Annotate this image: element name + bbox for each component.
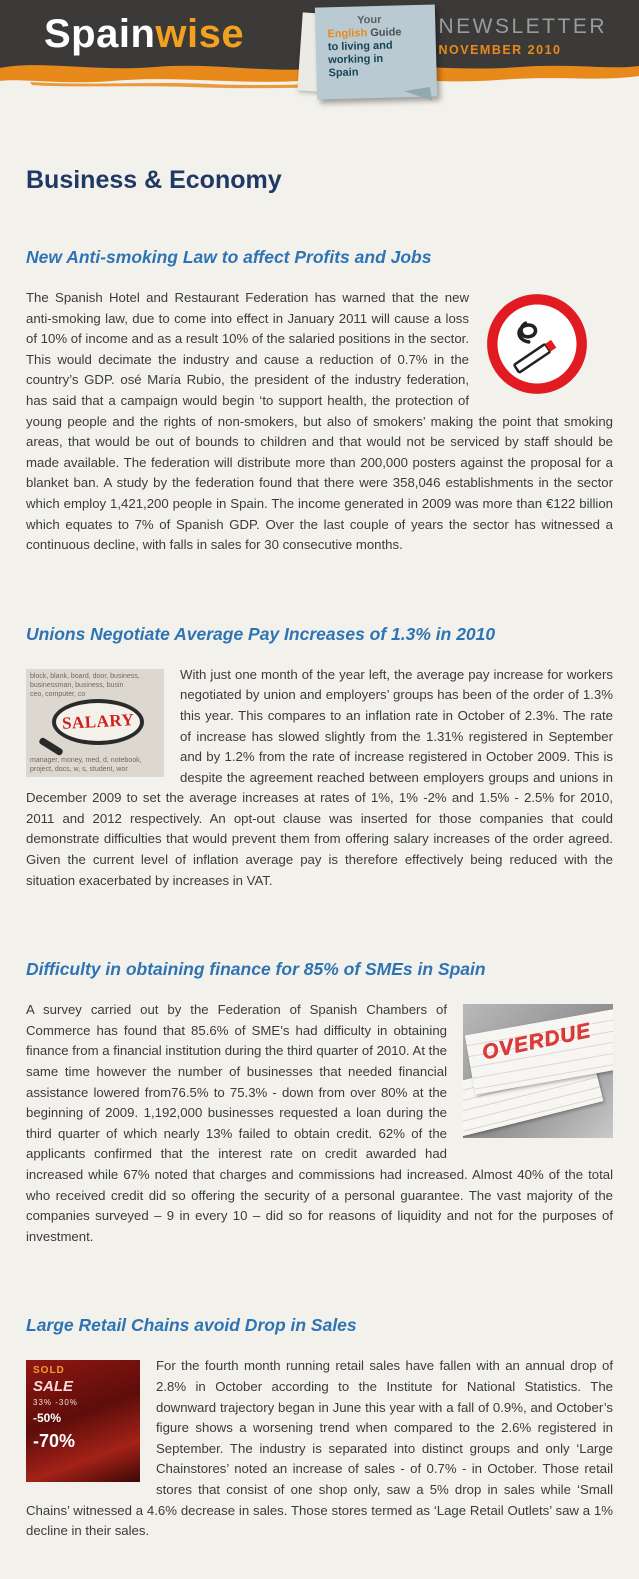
no-smoking-icon [485, 292, 589, 396]
overdue-stamp-image: OVERDUE [463, 1004, 613, 1139]
logo: Spainwise [44, 12, 244, 56]
salary-background-words-bottom: manager, money, med, d, notebook, projec… [30, 756, 142, 773]
article-text: With just one month of the year left, th… [26, 666, 613, 888]
article-retail-sales: Large Retail Chains avoid Drop in Sales … [26, 1315, 613, 1541]
retail-sale-text: SALE [33, 1378, 74, 1396]
newsletter-label: NEWSLETTER [438, 15, 607, 38]
retail-sold-text: SOLD [33, 1365, 65, 1377]
logo-wise: wise [155, 12, 245, 56]
article-title: Unions Negotiate Average Pay Increases o… [26, 623, 496, 644]
article-anti-smoking: New Anti-smoking Law to affect Profits a… [26, 247, 613, 556]
logo-spain: Spain [44, 12, 156, 56]
masthead: Spainwise Your English Guide to living a… [0, 0, 639, 108]
retail-pct-small: 33% -30% [33, 1398, 78, 1408]
article-pay-increases: Unions Negotiate Average Pay Increases o… [26, 624, 613, 892]
issue-date: NOVEMBER 2010 [438, 43, 562, 57]
note-guide: Guide [370, 26, 402, 40]
page-title: Business & Economy [26, 166, 282, 194]
note-english: English [327, 27, 368, 41]
salary-word: SALARY [61, 710, 135, 734]
retail-sale-image: SOLD SALE 33% -30% -50% -70% [26, 1360, 140, 1483]
retail-pct-mid: -50% [33, 1411, 62, 1426]
article-body: block, blank, board, door, business, bus… [26, 665, 613, 892]
article-text: For the fourth month running retail sale… [26, 1358, 613, 1539]
article-body: SOLD SALE 33% -30% -50% -70% For the fou… [26, 1356, 613, 1541]
article-body: The Spanish Hotel and Restaurant Federat… [26, 288, 613, 556]
article-sme-finance: Difficulty in obtaining finance for 85% … [26, 959, 613, 1247]
salary-magnifier-image: block, blank, board, door, business, bus… [26, 668, 164, 777]
article-title: Difficulty in obtaining finance for 85% … [26, 959, 486, 980]
article-text: The Spanish Hotel and Restaurant Federat… [26, 290, 613, 553]
note-rest: to living and working in Spain [327, 39, 393, 80]
note-fold-corner [404, 86, 433, 105]
article-title: New Anti-smoking Law to affect Profits a… [26, 247, 432, 267]
article-text: A survey carried out by the Federation o… [26, 1002, 613, 1244]
salary-background-words-mid: ceo, computer, co [30, 690, 86, 698]
sticky-note: Your English Guide to living and working… [314, 4, 438, 105]
article-body: OVERDUE A survey carried out by the Fede… [26, 1000, 613, 1247]
issue-block: NEWSLETTER NOVEMBER 2010 [438, 15, 607, 57]
newsletter-body: Business & Economy New Anti-smoking Law … [0, 166, 639, 1576]
article-title: Large Retail Chains avoid Drop in Sales [26, 1315, 357, 1336]
salary-background-words-top: block, blank, board, door, business, bus… [30, 672, 140, 689]
magnifier-lens-icon: SALARY [52, 698, 144, 745]
retail-pct-big: -70% [33, 1431, 76, 1452]
magnifier-handle-icon [38, 736, 64, 757]
